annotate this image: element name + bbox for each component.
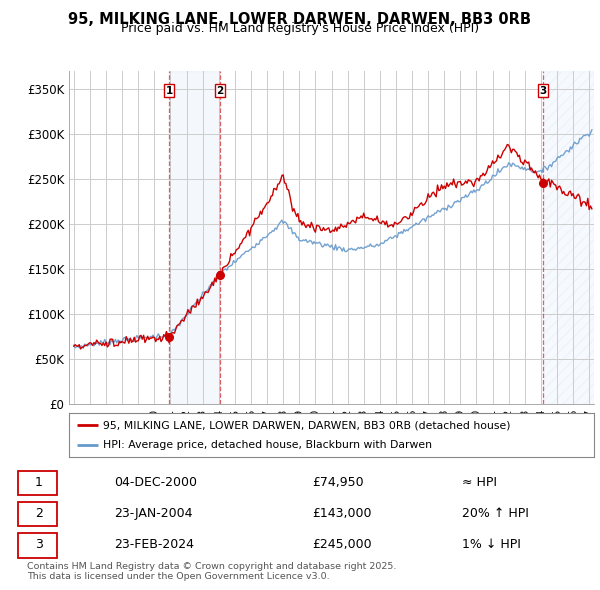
Text: 1% ↓ HPI: 1% ↓ HPI [462,538,521,551]
Text: 23-JAN-2004: 23-JAN-2004 [114,507,193,520]
FancyBboxPatch shape [18,533,57,558]
Text: HPI: Average price, detached house, Blackburn with Darwen: HPI: Average price, detached house, Blac… [103,440,432,450]
Text: £245,000: £245,000 [312,538,371,551]
Text: Contains HM Land Registry data © Crown copyright and database right 2025.
This d: Contains HM Land Registry data © Crown c… [27,562,397,581]
Text: 95, MILKING LANE, LOWER DARWEN, DARWEN, BB3 0RB: 95, MILKING LANE, LOWER DARWEN, DARWEN, … [68,12,532,27]
FancyBboxPatch shape [18,471,57,495]
Text: 2: 2 [35,507,43,520]
Text: 23-FEB-2024: 23-FEB-2024 [114,538,194,551]
Text: 04-DEC-2000: 04-DEC-2000 [114,476,197,489]
Text: Price paid vs. HM Land Registry's House Price Index (HPI): Price paid vs. HM Land Registry's House … [121,22,479,35]
Bar [169,71,220,404]
Text: £74,950: £74,950 [312,476,364,489]
Text: 1: 1 [35,476,43,489]
Text: 3: 3 [539,86,547,96]
Text: 20% ↑ HPI: 20% ↑ HPI [462,507,529,520]
Text: ≈ HPI: ≈ HPI [462,476,497,489]
Text: 3: 3 [35,538,43,551]
Text: 2: 2 [216,86,224,96]
Text: 95, MILKING LANE, LOWER DARWEN, DARWEN, BB3 0RB (detached house): 95, MILKING LANE, LOWER DARWEN, DARWEN, … [103,421,511,430]
Bar [543,71,594,404]
Text: 1: 1 [166,86,173,96]
Text: £143,000: £143,000 [312,507,371,520]
FancyBboxPatch shape [18,502,57,526]
